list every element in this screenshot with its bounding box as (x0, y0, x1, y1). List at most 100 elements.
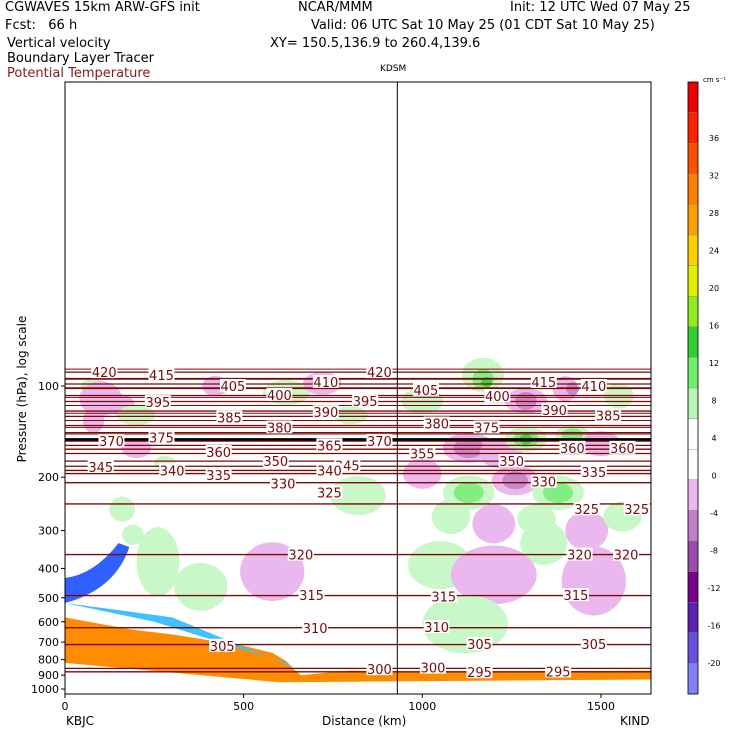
theta-label-bg (148, 368, 175, 382)
theta-label: 350 (263, 455, 288, 470)
theta-label: 305 (210, 640, 235, 655)
velocity-shading (472, 369, 494, 390)
velocity-shading (109, 496, 136, 522)
theta-label-bg (316, 438, 343, 452)
theta-label: 360 (610, 442, 635, 457)
velocity-shading (302, 372, 342, 395)
velocity-shading (532, 475, 584, 510)
colorbar-units: cm s⁻¹ (703, 76, 727, 84)
theta-label: 380 (267, 421, 292, 436)
theta-label: 325 (624, 503, 649, 518)
velocity-shading (173, 562, 228, 611)
theta-label: 360 (206, 446, 231, 461)
theta-label-bg (298, 588, 325, 602)
theta-label-bg (87, 459, 114, 473)
theta-label: 300 (421, 662, 446, 677)
tracer-plume-cyan (65, 602, 294, 668)
theta-label: 395 (145, 396, 170, 411)
colorbar-cell (687, 81, 699, 113)
theta-label-bg (219, 379, 246, 392)
theta-label: 385 (596, 409, 621, 424)
tracer-plume-blue (65, 543, 130, 603)
y-tick-label: 500 (38, 592, 59, 605)
colorbar-cell (687, 479, 699, 511)
theta-label-bg (612, 547, 639, 561)
colorbar-cell (687, 387, 699, 419)
theta-label-bg (312, 374, 339, 388)
theta-label-bg (269, 476, 296, 490)
theta-label: 325 (574, 503, 599, 518)
theta-label-bg (530, 374, 557, 388)
terrain-mask (65, 662, 651, 694)
theta-label-bg (205, 468, 232, 482)
velocity-shading (515, 392, 537, 410)
theta-label: 405 (413, 384, 438, 399)
theta-label: 380 (424, 418, 449, 433)
theta-label-bg (412, 382, 439, 396)
theta-label: 320 (567, 549, 592, 564)
velocity-shading (491, 465, 539, 496)
theta-label: 360 (560, 442, 585, 457)
velocity-shading (154, 455, 176, 472)
theta-label: 420 (367, 366, 392, 381)
field-vertical-velocity: Vertical velocity (7, 36, 111, 51)
theta-label: 355 (410, 447, 435, 462)
colorbar-cell (687, 418, 699, 450)
theta-label-bg (98, 434, 125, 448)
theta-label-bg (498, 454, 525, 468)
theta-label: 315 (564, 589, 589, 604)
theta-label-bg (580, 636, 607, 650)
theta-label-bg (530, 474, 557, 488)
theta-label: 320 (288, 549, 313, 564)
theta-label-bg (287, 547, 314, 561)
theta-label-bg (366, 662, 393, 676)
valid-time: Valid: 06 UTC Sat 10 May 25 (01 CDT Sat … (311, 18, 655, 33)
theta-label-bg (541, 402, 568, 416)
theta-label-bg (312, 405, 339, 419)
colorbar-tick-label: 28 (709, 209, 719, 218)
colorbar-tick-label: 12 (709, 359, 719, 368)
colorbar-cell (687, 112, 699, 144)
theta-label-bg (609, 440, 636, 454)
velocity-shading (555, 424, 590, 446)
velocity-shading (79, 381, 123, 416)
colorbar-cell (687, 265, 699, 297)
theta-label: 315 (431, 590, 456, 605)
velocity-shading (136, 527, 180, 597)
colorbar-cell (687, 142, 699, 174)
velocity-shading (552, 376, 579, 402)
colorbar-tick-label: 4 (711, 434, 716, 443)
colorbar-cell (687, 540, 699, 572)
theta-label-bg (216, 410, 243, 424)
y-tick-label: 700 (38, 636, 59, 649)
velocity-shading (504, 388, 548, 414)
velocity-shading (504, 426, 548, 452)
velocity-shading (472, 504, 516, 544)
colorbar-tick-label: 24 (709, 247, 719, 256)
velocity-shading (431, 499, 471, 534)
theta-label: 415 (531, 376, 556, 391)
colorbar-tick-label: -8 (710, 546, 718, 555)
y-tick-label: 100 (38, 380, 59, 393)
theta-label: 325 (317, 487, 342, 502)
colorbar-frame (687, 81, 699, 695)
colorbar-tick-label: -20 (707, 659, 720, 668)
velocity-shading (502, 471, 529, 490)
theta-label-bg (334, 458, 361, 472)
theta-label-bg (209, 638, 236, 652)
theta-label: 375 (474, 421, 499, 436)
x-axis-label: Distance (km) (322, 714, 407, 728)
velocity-shading (422, 594, 509, 654)
velocity-shading (561, 428, 584, 442)
y-tick-label: 1000 (31, 683, 59, 696)
theta-label: 400 (267, 389, 292, 404)
velocity-shading (453, 437, 484, 458)
theta-label-bg (366, 365, 393, 379)
velocity-shading (202, 375, 228, 397)
velocity-shading (330, 476, 386, 516)
velocity-shading (517, 504, 556, 535)
colorbar-tick-label: 36 (709, 134, 719, 143)
velocity-shading (102, 394, 135, 415)
section-endpoints: XY= 150.5,136.9 to 260.4,139.6 (270, 36, 481, 51)
theta-label: 320 (614, 549, 639, 564)
